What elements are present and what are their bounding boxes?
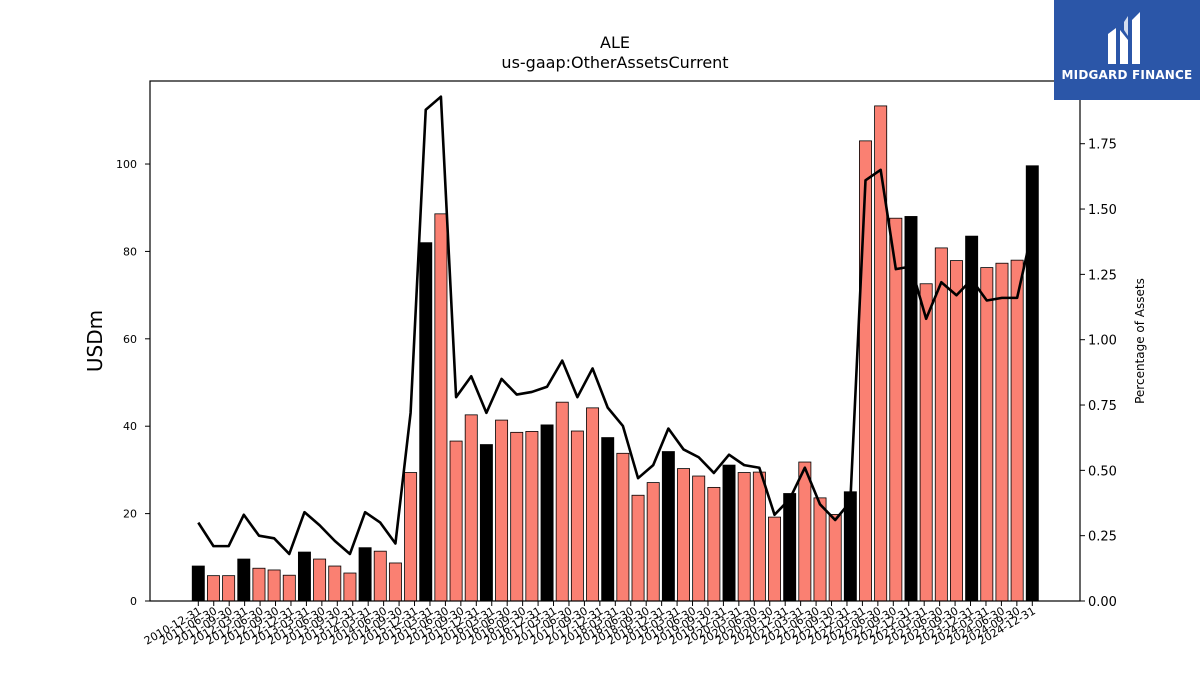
y-tick-label: 100 (116, 158, 137, 171)
bar (313, 558, 327, 602)
y-axis-left: 0 20 40 60 80 100 (116, 158, 150, 608)
y2-tick-label: 0.25 (1088, 530, 1117, 545)
y2-axis-label: Percentage of Assets (1133, 278, 1147, 404)
bar (692, 475, 706, 602)
bar (601, 437, 615, 602)
chart-subtitle: us-gaap:OtherAssetsCurrent (501, 53, 728, 72)
bar (889, 217, 903, 602)
bar (449, 440, 463, 602)
bar-group (191, 105, 1039, 602)
bar (722, 464, 736, 602)
bar (540, 424, 554, 602)
bar (282, 574, 296, 602)
logo: MIDGARD FINANCE (1054, 0, 1200, 100)
bar (828, 514, 842, 602)
series-line (197, 95, 1034, 556)
bar (586, 407, 600, 602)
y2-tick-label: 1.50 (1088, 203, 1117, 218)
y-axis-label: USDm (83, 310, 107, 372)
midgard-logo-icon (1108, 12, 1140, 64)
bar (677, 468, 690, 602)
bar (510, 431, 524, 602)
bar (737, 472, 751, 602)
y2-tick-label: 0.00 (1088, 595, 1117, 610)
bar (965, 235, 979, 602)
bar (904, 216, 918, 602)
bar (555, 401, 569, 602)
bar (934, 247, 948, 602)
bar (1010, 259, 1024, 602)
y2-tick-label: 0.50 (1088, 464, 1117, 479)
bar (404, 472, 418, 602)
bar (388, 562, 402, 602)
y2-tick-label: 0.75 (1088, 399, 1117, 414)
y2-tick-label: 1.75 (1088, 138, 1117, 153)
bar (434, 213, 448, 602)
bar (525, 431, 539, 602)
bar (813, 497, 827, 602)
bar (995, 262, 1009, 602)
bar (783, 493, 797, 602)
bar (358, 547, 372, 602)
bar (419, 242, 433, 602)
bar (768, 516, 781, 602)
bar (874, 105, 888, 602)
bar (343, 572, 357, 602)
bar (252, 567, 266, 602)
bar (495, 419, 509, 602)
bar (752, 471, 766, 602)
bar (328, 565, 342, 602)
bar (267, 569, 281, 602)
bar (464, 414, 478, 602)
bar (373, 550, 387, 602)
bar (646, 482, 660, 602)
bar (859, 140, 872, 602)
x-axis: 2010-12-312011-06-302011-09-302012-03-31… (142, 601, 1038, 648)
bar (661, 451, 675, 602)
bar (631, 494, 645, 602)
bar (237, 558, 251, 602)
chart-title: ALE (600, 33, 630, 52)
bar (616, 452, 630, 602)
y-tick-label: 80 (123, 245, 137, 258)
y-axis-right: 0.00 0.25 0.50 0.75 1.00 1.25 1.50 1.75 (1080, 138, 1117, 610)
bar (950, 260, 963, 602)
bar (222, 575, 236, 602)
bar (479, 444, 493, 602)
bar (297, 551, 311, 602)
bar (707, 486, 721, 602)
bar (980, 267, 994, 602)
line-group (197, 95, 1034, 556)
y-tick-label: 60 (123, 333, 137, 346)
y-tick-label: 20 (123, 508, 137, 521)
bar (919, 283, 933, 602)
y2-tick-label: 1.00 (1088, 334, 1117, 349)
bar (206, 575, 220, 602)
bar (570, 430, 584, 602)
y2-tick-label: 1.25 (1088, 268, 1117, 283)
bar (798, 461, 812, 602)
logo-text: MIDGARD FINANCE (1061, 68, 1193, 82)
bar (191, 565, 205, 602)
y-tick-label: 40 (123, 420, 137, 433)
y-tick-label: 0 (130, 595, 137, 608)
